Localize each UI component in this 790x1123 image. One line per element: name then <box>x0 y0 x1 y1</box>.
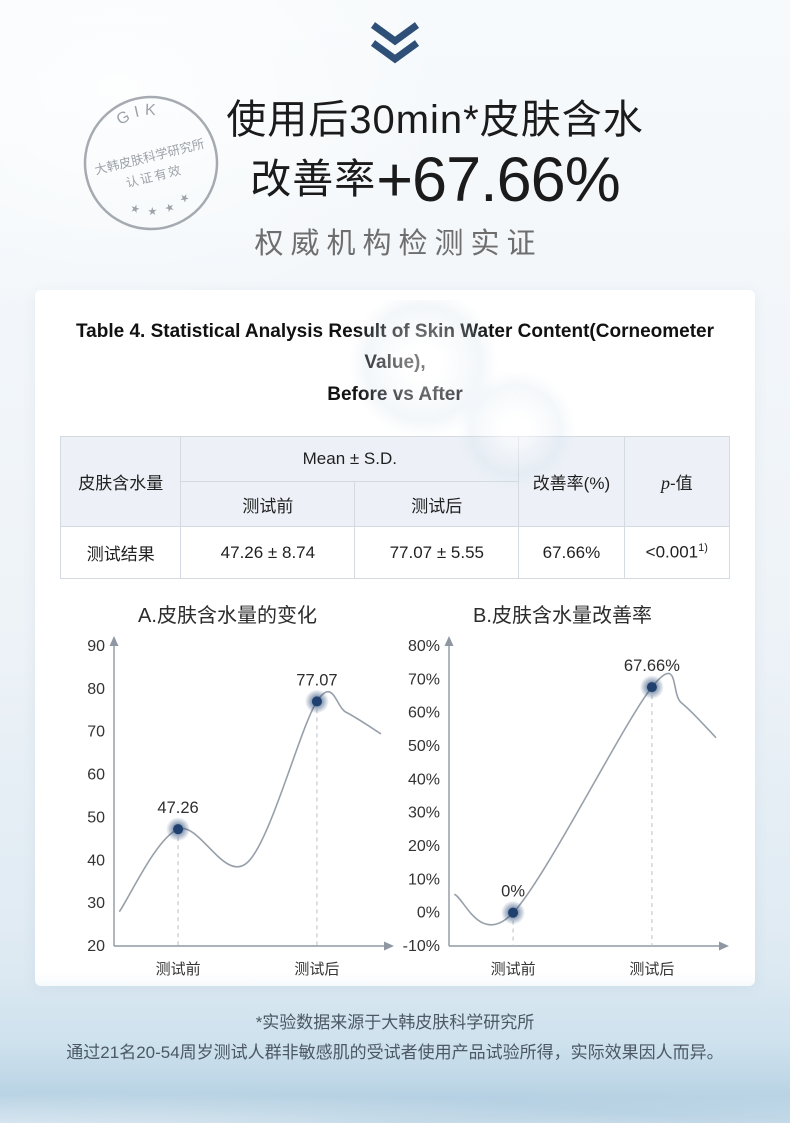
chart-b-title: B.皮肤含水量改善率 <box>473 605 652 628</box>
data-point-label: 47.26 <box>157 799 198 817</box>
p-value-superscript: 1) <box>698 542 708 555</box>
footnote-line1: *实验数据来源于大韩皮肤科学研究所 <box>255 1013 535 1032</box>
y-tick-label: 40% <box>408 771 440 788</box>
chevron-down-svg <box>370 22 420 64</box>
y-tick-label: 70% <box>408 671 440 688</box>
y-tick-label: 20 <box>87 938 105 955</box>
y-tick-label: 10% <box>408 871 440 888</box>
col-header-improvement: 改善率(%) <box>518 436 625 528</box>
data-point-marker <box>646 682 657 693</box>
x-axis-arrow <box>719 941 729 951</box>
col-header-p-value: p-值 <box>623 436 731 528</box>
line-chart-b: -10%0%10%20%30%40%50%60%70%80%测试前 测试后0%67… <box>403 636 729 978</box>
svg-text:GIK: GIK <box>113 98 165 130</box>
cell-improvement-value: 67.66% <box>518 526 625 580</box>
y-tick-label: -10% <box>403 938 440 955</box>
y-tick-label: 90 <box>87 638 105 655</box>
headline-subtitle: 权威机构检测实证 <box>254 228 543 260</box>
col-header-metric: 皮肤含水量 <box>59 436 182 528</box>
headline-line2: 改善率+67.66% <box>195 144 675 216</box>
y-tick-label: 30% <box>408 805 440 822</box>
headline-improvement-value: +67.66% <box>376 145 620 215</box>
y-axis-arrow <box>109 636 119 647</box>
headline-improvement-label: 改善率 <box>250 156 377 202</box>
chart-a-figure: A.皮肤含水量的变化 20 30 40 50 60 70 80 90 测试前 测试后 47.26 77… <box>60 599 395 993</box>
y-tick-label: 20% <box>408 838 440 855</box>
y-tick-label: 60% <box>408 705 440 722</box>
col-header-before: 测试前 <box>180 481 356 528</box>
data-point-label: 77.07 <box>296 671 337 689</box>
y-tick-label: 50 <box>87 809 105 826</box>
data-point-marker <box>311 696 322 707</box>
y-tick-label: 80 <box>87 681 105 698</box>
footnote-line2: 通过21名20-54周岁测试人群非敏感肌的受试者使用产品试验所得，实际效果因人而… <box>66 1042 724 1062</box>
y-tick-label: 80% <box>408 638 440 655</box>
y-tick-label: 0% <box>417 905 440 922</box>
chart-b-figure: B.皮肤含水量改善率 -10% 0% 10% 20% 30% 40% 50% 60% 70% 80… <box>395 599 730 993</box>
y-tick-label: 60 <box>87 767 105 784</box>
p-suffix: -值 <box>669 474 693 494</box>
stamp-top-text: GIK <box>113 98 165 130</box>
report-card: Table 4. Statistical Analysis Result of … <box>35 290 755 986</box>
data-point-marker <box>508 907 519 918</box>
chart-a-title: A.皮肤含水量的变化 <box>138 605 317 628</box>
table-title-line2: Before vs After <box>327 383 463 405</box>
p-italic: p <box>660 473 670 494</box>
table-title: Table 4. Statistical Analysis Result of … <box>60 316 730 410</box>
col-header-after: 测试后 <box>354 481 520 528</box>
col-header-mean-sd: Mean ± S.D. <box>180 436 520 483</box>
y-tick-label: 30 <box>87 895 105 912</box>
p-value-number: <0.001 <box>645 542 699 562</box>
statistics-table: 皮肤含水量 Mean ± S.D. 改善率(%) p-值 测试前 测试后 测试结… <box>59 436 731 580</box>
charts-section: A.皮肤含水量的变化 20 30 40 50 60 70 80 90 测试前 测试后 47.26 77… <box>60 599 730 993</box>
chart-curve <box>453 672 717 926</box>
cell-row-label: 测试结果 <box>59 526 182 580</box>
headline: 使用后30min*皮肤含水 改善率+67.66% <box>195 96 675 216</box>
x-axis-arrow <box>384 941 394 951</box>
table-row: 测试结果 47.26 ± 8.74 77.07 ± 5.55 67.66% <0… <box>59 526 731 580</box>
headline-line1: 使用后30min*皮肤含水 <box>226 98 644 142</box>
data-point-label: 0% <box>501 883 525 901</box>
footnote: *实验数据来源于大韩皮肤科学研究所 通过21名20-54周岁测试人群非敏感肌的受… <box>0 1008 790 1068</box>
stamp-circle <box>83 95 219 231</box>
cell-p-value: <0.0011) <box>623 526 731 580</box>
y-axis-arrow <box>444 636 454 647</box>
water-surface-decoration <box>0 973 790 1123</box>
chevron-down-icon <box>367 20 423 71</box>
certification-stamp: GIK 大韩皮肤科学研究所 认证有效 ★ ★ ★ ★ <box>83 95 219 231</box>
data-point-label: 67.66% <box>624 657 680 675</box>
cell-after-value: 77.07 ± 5.55 <box>354 526 520 580</box>
y-tick-label: 40 <box>87 852 105 869</box>
y-tick-label: 70 <box>87 724 105 741</box>
y-tick-label: 50% <box>408 738 440 755</box>
data-point-marker <box>173 824 184 835</box>
table-title-line1: Table 4. Statistical Analysis Result of … <box>75 321 715 374</box>
cell-before-value: 47.26 ± 8.74 <box>180 526 356 580</box>
